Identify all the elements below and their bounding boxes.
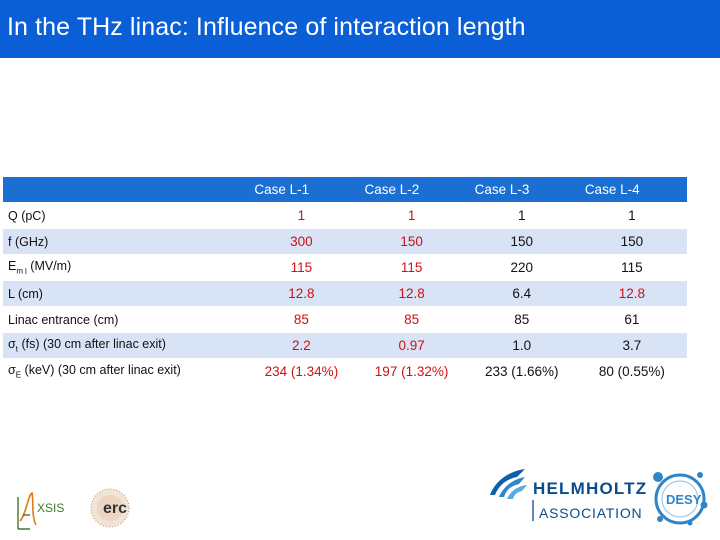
table-cell: 2.2 bbox=[246, 332, 357, 359]
column-header: Case L-4 bbox=[576, 177, 687, 203]
helmholtz-logo: HELMHOLTZ ASSOCIATION bbox=[490, 469, 647, 521]
row-label: σE (keV) (30 cm after linac exit) bbox=[3, 358, 247, 385]
table-cell: 12.8 bbox=[246, 280, 357, 307]
row-label-unit: (fs) (30 cm after linac exit) bbox=[21, 337, 166, 352]
erc-logo: erc bbox=[90, 488, 130, 528]
row-label-unit: (keV) (30 cm after linac exit) bbox=[24, 363, 181, 378]
row-label-subscript: m bbox=[16, 266, 24, 276]
row-label-unit: (MV/m) bbox=[30, 259, 72, 274]
row-label-symbol: σ bbox=[8, 337, 16, 352]
row-label-symbol: E bbox=[8, 259, 17, 274]
table-header-row: Case L-1 Case L-2 Case L-3 Case L-4 bbox=[3, 177, 687, 203]
table-cell: 300 bbox=[246, 228, 357, 255]
helmholtz-name: HELMHOLTZ bbox=[533, 479, 647, 498]
column-header: Case L-1 bbox=[246, 177, 357, 203]
axsis-logo: XSIS bbox=[17, 491, 64, 530]
row-label: Q (pC) bbox=[3, 202, 247, 229]
table-row: L (cm) 12.8 12.8 6.4 12.8 bbox=[3, 280, 687, 307]
helmholtz-mark-icon bbox=[490, 469, 527, 499]
table-cell: 12.8 bbox=[576, 280, 687, 307]
table-cell: 85 bbox=[356, 306, 467, 333]
erc-logo-text: erc bbox=[103, 500, 127, 517]
table-cell: 197 (1.32%) bbox=[356, 358, 467, 385]
table-cell: 115 bbox=[576, 254, 687, 281]
row-label-subscript: t bbox=[15, 344, 18, 354]
title-bar: In the THz linac: Influence of interacti… bbox=[0, 0, 720, 58]
column-header: Case L-3 bbox=[466, 177, 577, 203]
table-cell: 80 (0.55%) bbox=[576, 358, 687, 385]
table-cell: 61 bbox=[576, 306, 687, 333]
table-cell: 85 bbox=[466, 306, 577, 333]
row-label: Em l (MV/m) bbox=[3, 254, 247, 281]
table-cell: 85 bbox=[246, 306, 357, 333]
slide-title: In the THz linac: Influence of interacti… bbox=[7, 13, 526, 41]
table-cell: 1 bbox=[576, 202, 687, 229]
table-row: f (GHz) 300 150 150 150 bbox=[3, 228, 687, 255]
row-label: σt (fs) (30 cm after linac exit) bbox=[3, 332, 247, 359]
table-row: σE (keV) (30 cm after linac exit) 234 (1… bbox=[3, 358, 687, 385]
column-header: Case L-2 bbox=[356, 177, 467, 203]
axsis-logo-text: XSIS bbox=[37, 501, 64, 515]
table-cell: 1 bbox=[356, 202, 467, 229]
table-cell: 3.7 bbox=[576, 332, 687, 359]
table-cell: 234 (1.34%) bbox=[246, 358, 357, 385]
table-cell: 233 (1.66%) bbox=[466, 358, 577, 385]
table-cell: 150 bbox=[356, 228, 467, 255]
table-cell: 115 bbox=[246, 254, 357, 281]
row-label: f (GHz) bbox=[3, 228, 247, 255]
helmholtz-association: ASSOCIATION bbox=[539, 505, 642, 521]
row-label: Linac entrance (cm) bbox=[3, 306, 247, 333]
row-label-symbol: σ bbox=[8, 363, 16, 378]
table-cell: 1 bbox=[466, 202, 577, 229]
table-cell: 1 bbox=[246, 202, 357, 229]
table-row: Q (pC) 1 1 1 1 bbox=[3, 202, 687, 229]
desy-logo: DESY bbox=[653, 472, 708, 526]
table-cell: 12.8 bbox=[356, 280, 467, 307]
table-row: σt (fs) (30 cm after linac exit) 2.2 0.9… bbox=[3, 332, 687, 359]
parameter-table: Case L-1 Case L-2 Case L-3 Case L-4 Q (p… bbox=[3, 177, 687, 385]
table-cell: 150 bbox=[576, 228, 687, 255]
table-cell: 6.4 bbox=[466, 280, 577, 307]
table-row: Linac entrance (cm) 85 85 85 61 bbox=[3, 306, 687, 333]
row-label-subscript: l bbox=[25, 266, 27, 276]
table-corner-cell bbox=[3, 177, 247, 203]
row-label-subscript: E bbox=[15, 370, 22, 380]
row-label: L (cm) bbox=[3, 280, 247, 307]
table-row: Em l (MV/m) 115 115 220 115 bbox=[3, 254, 687, 281]
table-cell: 220 bbox=[466, 254, 577, 281]
desy-logo-text: DESY bbox=[666, 492, 702, 507]
table-cell: 150 bbox=[466, 228, 577, 255]
table-cell: 1.0 bbox=[466, 332, 577, 359]
table-cell: 0.97 bbox=[356, 332, 467, 359]
table-cell: 115 bbox=[356, 254, 467, 281]
